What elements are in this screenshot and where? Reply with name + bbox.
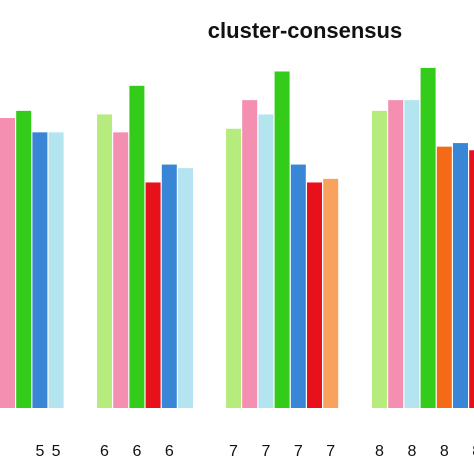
bar: [161, 164, 177, 408]
bar: [436, 146, 452, 408]
bar: [307, 182, 322, 408]
bar: [274, 71, 290, 408]
x-tick-label: 7: [294, 443, 303, 460]
bar: [323, 178, 339, 408]
x-tick-label: 5: [35, 443, 44, 460]
bar: [469, 150, 474, 409]
bar: [113, 132, 129, 408]
bar: [226, 128, 241, 408]
bar: [453, 143, 468, 408]
bar: [290, 164, 306, 408]
x-tick-label: 8: [375, 443, 384, 460]
x-tick-label: 7: [229, 443, 238, 460]
x-tick-label: 8: [472, 443, 474, 460]
bar: [372, 110, 387, 409]
x-tick-label: 6: [165, 443, 174, 460]
bar: [16, 110, 32, 409]
bar: [258, 114, 274, 408]
x-tick-label: 8: [440, 443, 449, 460]
x-tick-label: 6: [132, 443, 141, 460]
x-tick-label: 8: [407, 443, 416, 460]
x-tick-label: 7: [261, 443, 270, 460]
bar: [0, 118, 15, 409]
bar: [178, 168, 193, 408]
x-tick-label: 5: [52, 443, 61, 460]
bar: [145, 182, 161, 408]
x-tick-label: 7: [326, 443, 335, 460]
chart-title: cluster-consensus: [208, 18, 402, 43]
bar: [97, 114, 112, 408]
bar: [420, 67, 436, 409]
bar: [404, 100, 420, 409]
bar: [129, 85, 145, 409]
x-tick-label: 6: [100, 443, 109, 460]
bar: [242, 100, 258, 409]
bar: [388, 100, 404, 409]
bar: [48, 132, 64, 408]
bar: [32, 132, 48, 408]
